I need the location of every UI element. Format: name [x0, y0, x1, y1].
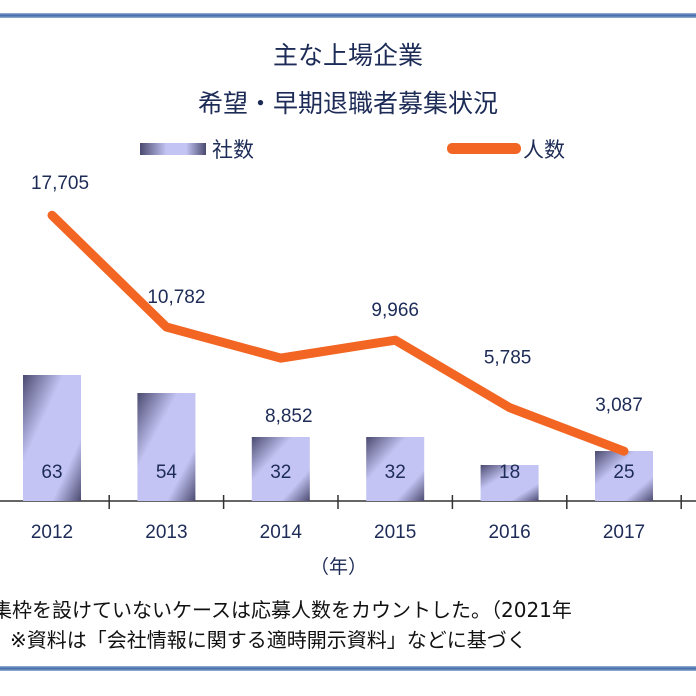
- x-tick-label: 2013: [145, 522, 187, 543]
- x-tick-label: 2014: [260, 522, 303, 543]
- chart-title-line1: 主な上場企業: [272, 41, 423, 70]
- line-data-label: 9,966: [371, 300, 419, 321]
- bar-data-label: 32: [385, 462, 406, 483]
- legend-bar-swatch: [140, 143, 206, 155]
- line-point-2013: [165, 325, 168, 328]
- x-tick-label: 2012: [31, 522, 73, 543]
- footnote-2: ※資料は「会社情報に関する適時開示資料」などに基づく: [10, 628, 527, 652]
- x-tick-label: 2017: [603, 522, 645, 543]
- bar-data-label: 32: [270, 462, 291, 483]
- line-point-2015: [394, 339, 397, 342]
- line-point-2017: [623, 450, 625, 453]
- bar-2015: [366, 437, 425, 501]
- line-data-label: 10,782: [147, 287, 205, 308]
- bar-2012: [23, 375, 81, 501]
- bar-2013: [137, 393, 196, 501]
- line-data-label: 3,087: [595, 395, 643, 416]
- bar-data-label: 63: [41, 462, 62, 483]
- x-axis-label: （年）: [310, 556, 368, 578]
- footnote-1: 集枠を設けていないケースは応募人数をカウントした。（2021年: [0, 598, 572, 622]
- line-series-people: [47, 210, 629, 456]
- x-tick-label: 2015: [374, 522, 416, 543]
- legend-line-swatch: [447, 143, 521, 154]
- line-data-label: 17,705: [31, 173, 89, 194]
- legend-line-label: 人数: [523, 138, 565, 162]
- bottom-rule: [0, 666, 696, 671]
- bar-data-label: 54: [156, 462, 178, 483]
- line-point-2016: [508, 406, 511, 409]
- chart-title-line2: 希望・早期退職者募集状況: [197, 89, 498, 118]
- bar-2014: [251, 437, 310, 501]
- line-data-label: 8,852: [265, 406, 313, 427]
- bar-data-label: 25: [613, 462, 634, 483]
- line-point-2014: [279, 357, 282, 360]
- x-tick-label: 2016: [488, 522, 530, 543]
- bar-data-label: 18: [499, 462, 520, 483]
- bar-2016: [480, 465, 539, 501]
- line-data-label: 5,785: [484, 348, 532, 369]
- line-point-2012: [51, 214, 53, 217]
- legend-bar-label: 社数: [212, 138, 254, 162]
- bar-2017: [595, 451, 653, 501]
- top-rule: [0, 13, 696, 18]
